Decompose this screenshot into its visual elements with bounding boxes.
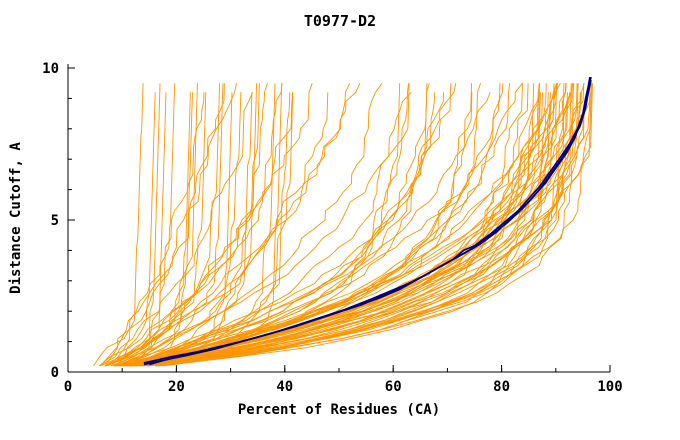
ensemble-curve: [136, 92, 570, 367]
curves-layer: [93, 76, 593, 367]
ensemble-curve: [99, 83, 237, 367]
x-tick-label: 20: [168, 379, 185, 395]
y-tick-label: 0: [51, 365, 59, 381]
x-axis-label: Percent of Residues (CA): [237, 402, 441, 418]
ensemble-curve: [115, 83, 457, 367]
ensemble-curve: [147, 83, 283, 367]
ensemble-curve: [121, 92, 549, 367]
ensemble-curve: [131, 92, 551, 367]
highlight-curve-model-C: [143, 76, 591, 364]
x-tick-label: 40: [276, 379, 293, 395]
ensemble-curve: [116, 83, 260, 367]
ensemble-curve: [146, 83, 579, 367]
ensemble-curve: [120, 83, 258, 367]
ensemble-curve: [115, 83, 176, 367]
ensemble-curve: [120, 92, 167, 367]
ensemble-curve: [98, 92, 254, 367]
chart-title: T0977-D2: [303, 12, 377, 30]
ensemble-curve: [139, 83, 591, 367]
ensemble-curve: [121, 83, 428, 367]
ensemble-curve: [106, 83, 361, 367]
ensemble-curve: [104, 92, 205, 367]
ensemble-curve: [110, 82, 383, 367]
ensemble-curve: [123, 83, 472, 367]
ensemble-curve: [113, 82, 523, 367]
ensemble-curve: [128, 83, 541, 367]
ensemble-curve: [134, 83, 585, 367]
ensemble-curve: [119, 92, 242, 367]
ensemble-curve: [126, 92, 233, 367]
ensemble-curve: [110, 83, 313, 367]
ensemble-curve: [128, 83, 558, 367]
ensemble-curve: [122, 83, 430, 367]
ensemble-curve: [115, 92, 191, 367]
ensemble-curve: [119, 83, 547, 367]
ensemble-curve: [134, 92, 540, 367]
ensemble-curve: [107, 83, 268, 367]
ensemble-curve: [106, 83, 144, 367]
x-tick-label: 60: [385, 379, 402, 395]
ensemble-curve: [127, 83, 501, 367]
ensemble-curve: [104, 92, 156, 367]
ensemble-curve: [123, 92, 444, 367]
ensemble-curve: [131, 83, 578, 367]
ensemble-curve: [124, 92, 572, 367]
ensemble-curve: [116, 83, 452, 367]
ensemble-curve: [136, 92, 588, 367]
ensemble-curve: [99, 92, 293, 367]
ensemble-curve: [148, 92, 557, 367]
ensemble-curve: [140, 92, 588, 367]
y-tick-label: 10: [42, 61, 59, 77]
y-tick-label: 5: [51, 213, 59, 229]
ensemble-curve: [148, 83, 540, 367]
axes: [67, 64, 611, 373]
ensemble-curve: [126, 92, 253, 367]
ensemble-curve: [129, 92, 568, 367]
x-tick-label: 0: [64, 379, 72, 395]
ensemble-curve: [163, 83, 593, 367]
ensemble-curve: [118, 83, 161, 367]
ensemble-curve: [93, 83, 225, 367]
ensemble-curve: [141, 83, 567, 367]
ensemble-curve: [123, 92, 294, 367]
ensemble-curve: [124, 83, 410, 367]
ensemble-curve: [157, 83, 572, 367]
ensemble-curve: [104, 91, 412, 367]
ensemble-curve: [124, 83, 567, 367]
ensemble-curve: [154, 83, 555, 367]
x-tick-label: 100: [597, 379, 622, 395]
x-tick-label: 80: [493, 379, 510, 395]
ensemble-curve: [100, 92, 329, 367]
ensemble-curve: [122, 92, 193, 367]
ensemble-curve: [123, 83, 529, 367]
ensemble-curve: [105, 83, 283, 367]
ensemble-curve: [113, 83, 224, 367]
